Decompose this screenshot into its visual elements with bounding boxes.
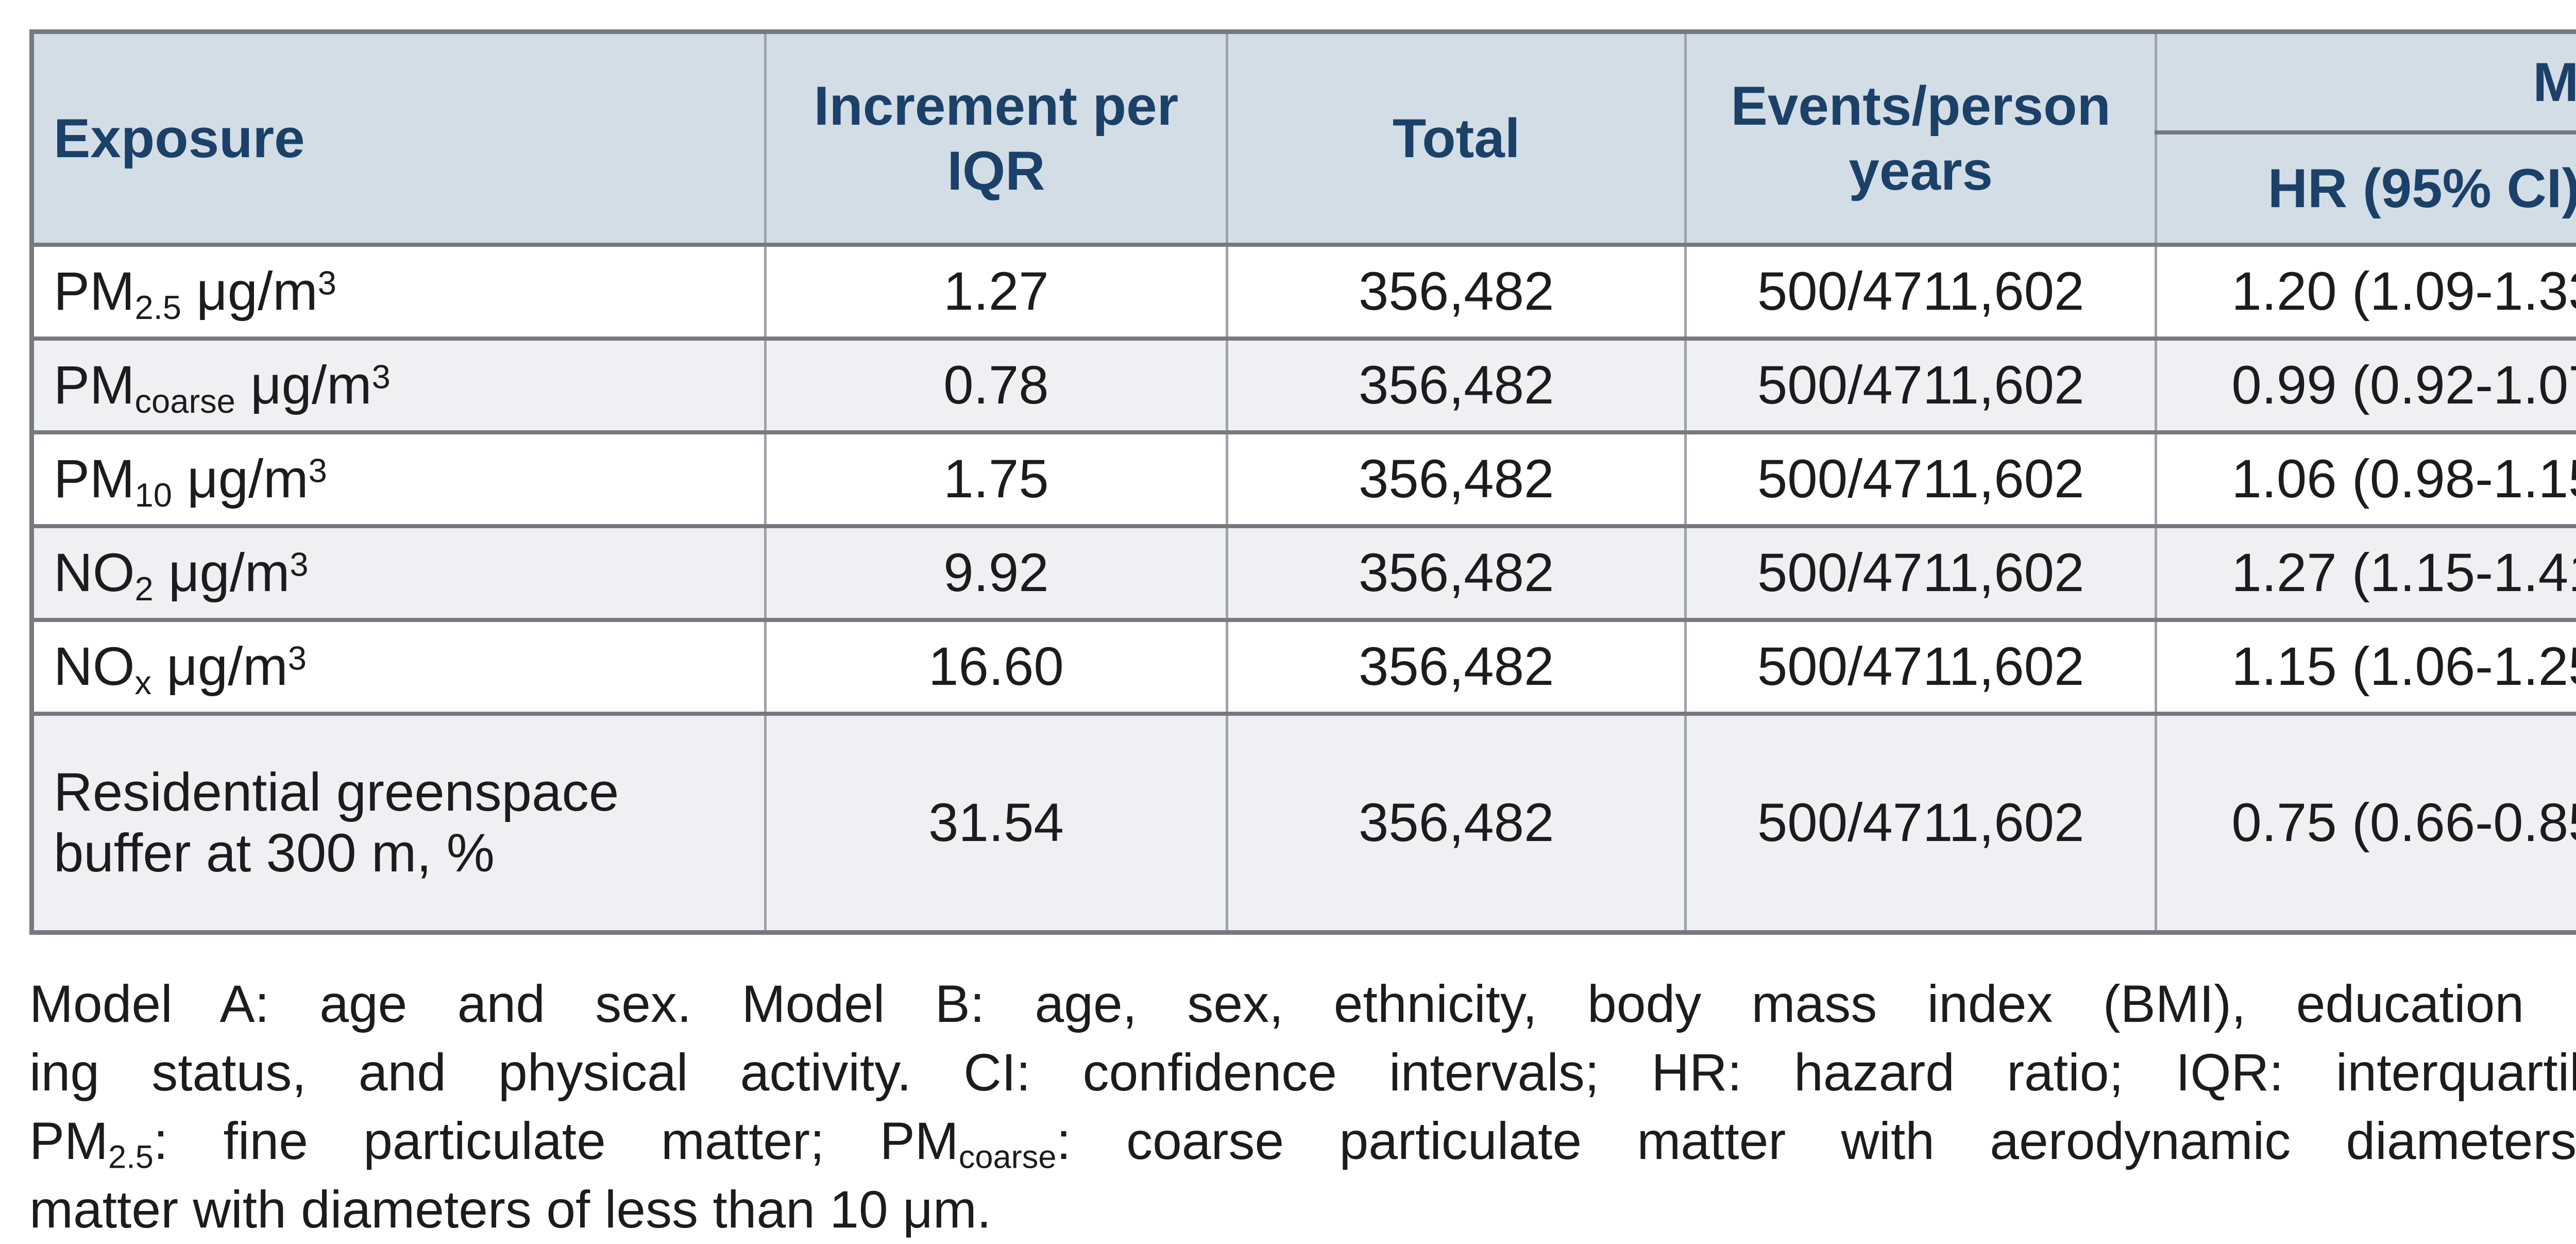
table-row-pm25: PM2.5 μg/m3 1.27 356,482 500/4711,602 1.… xyxy=(32,245,2576,339)
exposure-cell: NO2 μg/m3 xyxy=(32,526,766,620)
model-a-hr-cell: 0.99 (0.92-1.07) xyxy=(2156,339,2576,432)
footnote-line: Model A: age and sex. Model B: age, sex,… xyxy=(29,970,2576,1038)
total-cell: 356,482 xyxy=(1227,714,1686,933)
subheader-model-a-hr: HR (95% CI) xyxy=(2156,132,2576,245)
exposure-cell: PMcoarse μg/m3 xyxy=(32,339,766,432)
model-a-hr-cell: 1.27 (1.15-1.41) xyxy=(2156,526,2576,620)
events-cell: 500/4711,602 xyxy=(1686,432,2156,526)
col-header-exposure: Exposure xyxy=(32,32,766,245)
events-cell: 500/4711,602 xyxy=(1686,620,2156,714)
associations-table: Exposure Increment per IQR Total Events/… xyxy=(29,29,2576,935)
model-a-hr-cell: 1.06 (0.98-1.15) xyxy=(2156,432,2576,526)
group-header-model-a: Model A xyxy=(2156,32,2576,132)
increment-cell: 0.78 xyxy=(765,339,1227,432)
footnote-line: PM2.5: fine particulate matter; PMcoarse… xyxy=(29,1107,2576,1175)
total-cell: 356,482 xyxy=(1227,339,1686,432)
table-row-pmcoarse: PMcoarse μg/m3 0.78 356,482 500/4711,602… xyxy=(32,339,2576,432)
exposure-cell: PM10 μg/m3 xyxy=(32,432,766,526)
total-cell: 356,482 xyxy=(1227,245,1686,339)
footnote-line: matter with diameters of less than 10 μm… xyxy=(29,1175,2576,1244)
table-body: PM2.5 μg/m3 1.27 356,482 500/4711,602 1.… xyxy=(32,245,2576,933)
increment-cell: 9.92 xyxy=(765,526,1227,620)
table-row-pm10: PM10 μg/m3 1.75 356,482 500/4711,602 1.0… xyxy=(32,432,2576,526)
table-footnote: Model A: age and sex. Model B: age, sex,… xyxy=(29,970,2576,1244)
exposure-cell: NOx μg/m3 xyxy=(32,620,766,714)
col-header-total: Total xyxy=(1227,32,1686,245)
total-cell: 356,482 xyxy=(1227,526,1686,620)
table-row-greenspace: Residential greenspace buffer at 300 m, … xyxy=(32,714,2576,933)
table-row-nox: NOx μg/m3 16.60 356,482 500/4711,602 1.1… xyxy=(32,620,2576,714)
table-header: Exposure Increment per IQR Total Events/… xyxy=(32,32,2576,245)
total-cell: 356,482 xyxy=(1227,432,1686,526)
increment-cell: 31.54 xyxy=(765,714,1227,933)
exposure-cell: PM2.5 μg/m3 xyxy=(32,245,766,339)
col-header-events-person-years: Events/person years xyxy=(1686,32,2156,245)
increment-cell: 1.75 xyxy=(765,432,1227,526)
col-header-increment-per-iqr: Increment per IQR xyxy=(765,32,1227,245)
model-a-hr-cell: 1.20 (1.09-1.33) xyxy=(2156,245,2576,339)
model-a-hr-cell: 0.75 (0.66-0.85) xyxy=(2156,714,2576,933)
footnote-line: ing status, and physical activity. CI: c… xyxy=(29,1038,2576,1107)
events-cell: 500/4711,602 xyxy=(1686,245,2156,339)
total-cell: 356,482 xyxy=(1227,620,1686,714)
increment-cell: 16.60 xyxy=(765,620,1227,714)
events-cell: 500/4711,602 xyxy=(1686,714,2156,933)
events-cell: 500/4711,602 xyxy=(1686,526,2156,620)
exposure-cell: Residential greenspace buffer at 300 m, … xyxy=(32,714,766,933)
events-cell: 500/4711,602 xyxy=(1686,339,2156,432)
model-a-hr-cell: 1.15 (1.06-1.25) xyxy=(2156,620,2576,714)
results-table-figure: Exposure Increment per IQR Total Events/… xyxy=(29,29,2576,1244)
increment-cell: 1.27 xyxy=(765,245,1227,339)
table-row-no2: NO2 μg/m3 9.92 356,482 500/4711,602 1.27… xyxy=(32,526,2576,620)
